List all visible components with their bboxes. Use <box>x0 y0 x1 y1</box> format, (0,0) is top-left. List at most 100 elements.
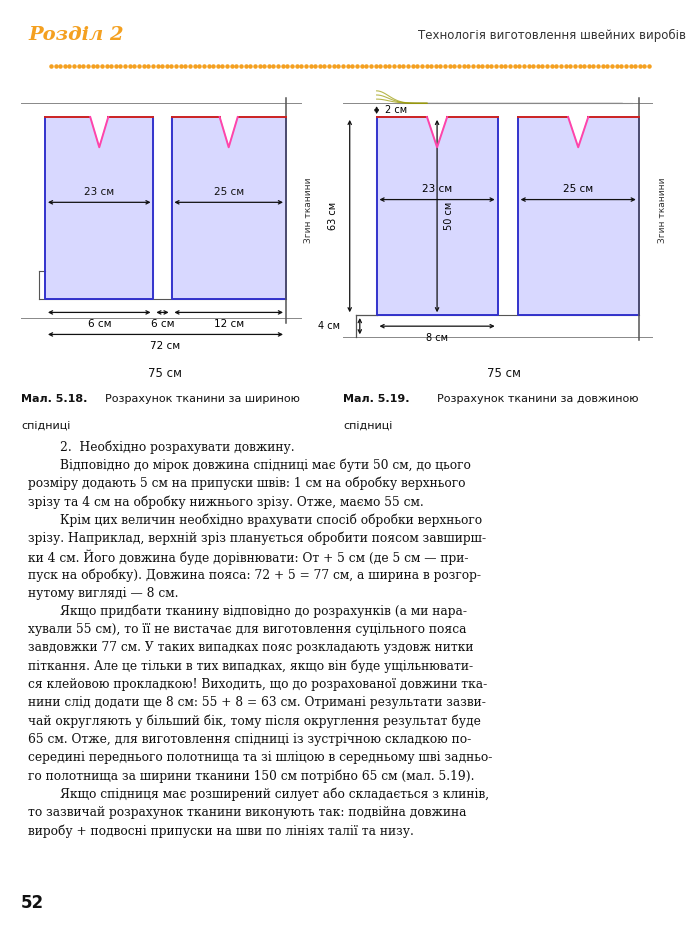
Point <box>189 59 200 74</box>
Point <box>161 59 172 74</box>
Text: 6 см: 6 см <box>150 319 174 329</box>
Point <box>416 59 428 74</box>
Point <box>546 59 557 74</box>
Point <box>565 59 576 74</box>
Point <box>583 59 594 74</box>
Point <box>245 59 256 74</box>
Point <box>171 59 182 74</box>
Point <box>272 59 284 74</box>
Point <box>166 59 177 74</box>
Text: спідниці: спідниці <box>21 421 71 431</box>
Point <box>500 59 511 74</box>
Point <box>468 59 479 74</box>
Point <box>616 59 627 74</box>
Point <box>370 59 381 74</box>
Point <box>87 59 98 74</box>
Point <box>286 59 297 74</box>
Point <box>300 59 312 74</box>
Point <box>60 59 71 74</box>
Point <box>542 59 553 74</box>
Text: Якщо придбати тканину відповідно до розрахунків (а ми нара-: Якщо придбати тканину відповідно до розр… <box>60 605 466 619</box>
Point <box>514 59 525 74</box>
Point <box>143 59 154 74</box>
Point <box>152 59 163 74</box>
Point <box>203 59 214 74</box>
Point <box>175 59 186 74</box>
Text: Розділ 2: Розділ 2 <box>28 26 124 44</box>
Point <box>328 59 339 74</box>
Point <box>574 59 585 74</box>
Point <box>384 59 395 74</box>
Point <box>92 59 103 74</box>
Point <box>365 59 377 74</box>
Point <box>138 59 149 74</box>
Point <box>258 59 270 74</box>
Text: піткання. Але це тільки в тих випадках, якщо він буде ущільнювати-: піткання. Але це тільки в тих випадках, … <box>28 660 473 673</box>
Point <box>291 59 302 74</box>
Point <box>555 59 566 74</box>
Text: 8 см: 8 см <box>426 333 448 343</box>
Text: 2 см: 2 см <box>385 105 407 115</box>
Point <box>629 59 641 74</box>
Point <box>332 59 344 74</box>
Point <box>342 59 354 74</box>
Point <box>620 59 631 74</box>
Point <box>157 59 168 74</box>
Point <box>226 59 237 74</box>
Point <box>569 59 580 74</box>
Point <box>231 59 242 74</box>
Text: Згин тканини: Згин тканини <box>658 178 666 244</box>
Point <box>560 59 571 74</box>
Point <box>184 59 195 74</box>
Text: то зазвичай розрахунок тканини виконують так: подвійна довжина: то зазвичай розрахунок тканини виконують… <box>28 806 466 819</box>
Point <box>592 59 603 74</box>
Point <box>78 59 89 74</box>
Text: спідниці: спідниці <box>343 421 393 431</box>
Text: хували 55 см), то її не вистачає для виготовлення суцільного пояса: хували 55 см), то її не вистачає для виг… <box>28 623 466 636</box>
Point <box>198 59 209 74</box>
Point <box>309 59 321 74</box>
Point <box>532 59 543 74</box>
Point <box>611 59 622 74</box>
Text: Відповідно до мірок довжина спідниці має бути 50 см, до цього: Відповідно до мірок довжина спідниці має… <box>60 458 470 472</box>
Point <box>73 59 84 74</box>
Point <box>481 59 492 74</box>
Point <box>528 59 539 74</box>
Point <box>495 59 506 74</box>
Point <box>120 59 131 74</box>
Text: ся клейовою прокладкою! Виходить, що до розрахованої довжини тка-: ся клейовою прокладкою! Виходить, що до … <box>28 678 487 691</box>
Point <box>444 59 455 74</box>
Point <box>110 59 121 74</box>
Point <box>240 59 251 74</box>
Text: Мал. 5.18.: Мал. 5.18. <box>21 395 88 404</box>
Text: завдовжки 77 см. У таких випадках пояс розкладають уздовж нитки: завдовжки 77 см. У таких випадках пояс р… <box>28 641 473 654</box>
Point <box>337 59 349 74</box>
Text: го полотнища за ширини тканини 150 см потрібно 65 см (мал. 5.19).: го полотнища за ширини тканини 150 см по… <box>28 770 475 783</box>
Text: 23 см: 23 см <box>84 187 114 197</box>
Text: розміру додають 5 см на припуски швів: 1 см на обробку верхнього: розміру додають 5 см на припуски швів: 1… <box>28 477 466 491</box>
Point <box>472 59 483 74</box>
Point <box>277 59 288 74</box>
Text: 63 см: 63 см <box>328 202 338 230</box>
Text: 6 см: 6 см <box>88 319 111 329</box>
Point <box>463 59 474 74</box>
Point <box>83 59 94 74</box>
Text: виробу + подвосні припуски на шви по лініях талії та низу.: виробу + подвосні припуски на шви по лін… <box>28 824 414 838</box>
Text: Розрахунок тканини за шириною: Розрахунок тканини за шириною <box>105 395 300 404</box>
Point <box>449 59 460 74</box>
Point <box>235 59 246 74</box>
Text: Згин тканини: Згин тканини <box>304 178 313 244</box>
Point <box>319 59 330 74</box>
Text: пуск на обробку). Довжина пояса: 72 + 5 = 77 см, а ширина в розгор-: пуск на обробку). Довжина пояса: 72 + 5 … <box>28 568 481 582</box>
Point <box>606 59 617 74</box>
Text: 4 см: 4 см <box>318 321 340 331</box>
Point <box>602 59 613 74</box>
Text: 25 см: 25 см <box>563 184 594 194</box>
Text: середині переднього полотнища та зі шліцою в середньому шві задньо-: середині переднього полотнища та зі шліц… <box>28 751 492 764</box>
Text: зрізу. Наприклад, верхній зріз планується обробити поясом завширш-: зрізу. Наприклад, верхній зріз плануєтьс… <box>28 532 486 545</box>
Polygon shape <box>377 117 498 315</box>
Text: 12 см: 12 см <box>214 319 244 329</box>
Point <box>537 59 548 74</box>
Point <box>426 59 437 74</box>
Text: 52: 52 <box>21 894 44 912</box>
